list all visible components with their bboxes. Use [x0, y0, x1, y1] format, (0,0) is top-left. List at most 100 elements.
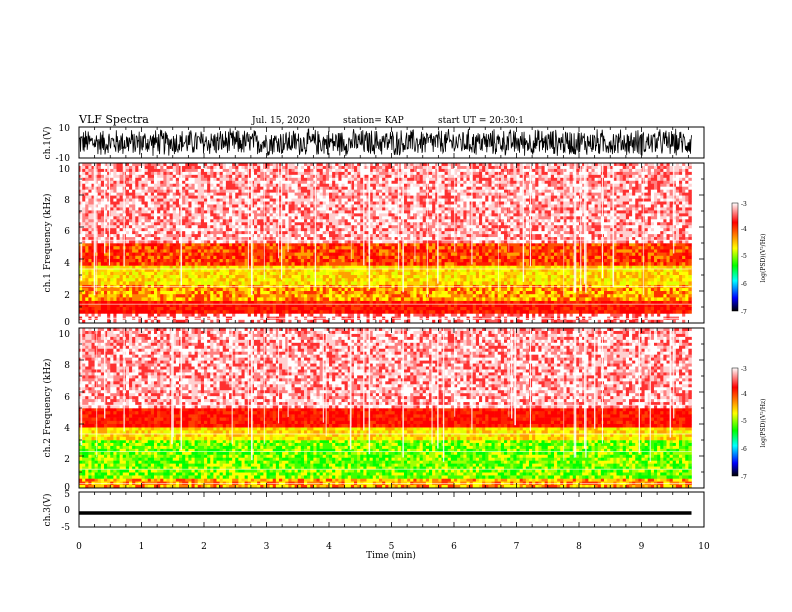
spectrogram-cell	[273, 281, 276, 285]
spectrogram-cell	[579, 301, 582, 305]
spectrogram-cell	[482, 259, 485, 263]
spectrogram-cell	[376, 281, 379, 285]
spectrogram-cell	[626, 291, 629, 295]
spectrogram-cell	[442, 272, 445, 276]
spectrogram-cell	[470, 291, 473, 295]
spectrogram-cell	[188, 313, 191, 317]
spectrogram-cell	[417, 307, 420, 311]
spectrogram-cell	[448, 288, 451, 292]
spectrogram-cell	[132, 262, 135, 266]
spectrogram-cell	[445, 288, 448, 292]
spectrogram-cell	[292, 288, 295, 292]
spectrogram-cell	[223, 272, 226, 276]
spectrogram-cell	[213, 297, 216, 301]
spectrogram-cell	[82, 187, 85, 190]
spectrogram-cell	[148, 256, 151, 259]
spectrogram-cell	[282, 246, 285, 250]
spectrogram-cell	[470, 307, 473, 311]
spectrogram-cell	[592, 262, 595, 266]
spectrogram-cell	[454, 272, 457, 276]
spectrogram-cell	[629, 278, 632, 282]
spectrogram-cell	[435, 307, 438, 311]
spectrogram-cell	[395, 310, 398, 314]
spectrogram-cell	[392, 288, 395, 292]
spectrogram-cell	[476, 249, 479, 253]
spectrogram-cell	[185, 310, 188, 314]
spectrogram-cell	[148, 294, 151, 298]
spectrogram-cell	[229, 307, 232, 311]
spectrogram-cell	[685, 301, 688, 305]
spectrogram-cell	[626, 259, 629, 263]
spectrogram-cell	[357, 262, 360, 266]
spectrogram-cell	[138, 253, 141, 257]
spectrogram-cell	[542, 278, 545, 282]
spectrogram-cell	[407, 275, 410, 279]
spectrogram-cell	[532, 294, 535, 298]
spectrogram-cell	[301, 253, 304, 257]
spectrogram-cell	[429, 291, 432, 295]
spectrogram-cell	[463, 278, 466, 282]
spectrogram-cell	[148, 259, 151, 263]
spectrogram-cell	[635, 301, 638, 305]
spectrogram-cell	[201, 307, 204, 311]
spectrogram-cell	[442, 288, 445, 292]
spectrogram-cell	[570, 275, 573, 279]
spectrogram-cell	[185, 288, 188, 292]
spectrogram-cell	[560, 281, 563, 285]
spectrogram-cell	[235, 294, 238, 298]
spectrogram-cell	[688, 301, 691, 305]
spectrogram-cell	[548, 265, 551, 269]
spectrogram-cell	[292, 291, 295, 295]
figure-title: VLF Spectra	[78, 113, 149, 126]
spectrogram-cell	[442, 281, 445, 285]
spectrogram-cell	[648, 249, 651, 253]
spectrogram-cell	[276, 301, 279, 305]
spectrogram-cell	[170, 297, 173, 301]
spectrogram-cell	[404, 275, 407, 279]
spectrogram-cell	[326, 291, 329, 295]
spectrogram-cell	[648, 243, 651, 247]
spectrogram-cell	[432, 262, 435, 266]
spectrogram-cell	[654, 294, 657, 298]
spectrogram-cell	[245, 281, 248, 285]
spectrogram-cell	[317, 246, 320, 250]
spectrogram-cell	[398, 281, 401, 285]
spectrogram-cell	[651, 301, 654, 305]
spectrogram-cell	[529, 272, 532, 276]
spectrogram-cell	[82, 193, 85, 196]
spectrogram-cell	[676, 259, 679, 263]
spectrogram-cell	[79, 297, 82, 301]
spectrogram-cell	[557, 307, 560, 311]
spectrogram-cell	[595, 310, 598, 314]
spectrogram-cell	[498, 310, 501, 314]
spectrogram-cell	[388, 272, 391, 276]
spectrogram-cell	[598, 265, 601, 269]
spectrogram-cell	[601, 288, 604, 292]
spectrogram-cell	[638, 297, 641, 301]
spectrogram-cell	[648, 256, 651, 259]
spectrogram-cell	[592, 272, 595, 276]
spectrogram-cell	[295, 249, 298, 253]
spectrogram-cell	[554, 301, 557, 305]
spectrogram-cell	[373, 259, 376, 263]
spectrogram-cell	[79, 310, 82, 314]
spectrogram-cell	[445, 307, 448, 311]
spectrogram-cell	[632, 310, 635, 314]
spectrogram-cell	[632, 249, 635, 253]
spectrogram-cell	[98, 291, 101, 295]
spectrogram-cell	[126, 281, 129, 285]
spectrogram-cell	[82, 184, 85, 187]
spectrogram-cell	[513, 310, 516, 314]
spectrogram-cell	[145, 294, 148, 298]
spectrogram-cell	[560, 256, 563, 259]
spectrogram-cell	[232, 294, 235, 298]
spectrogram-cell	[226, 243, 229, 247]
spectrogram-cell	[592, 259, 595, 263]
spectrogram-cell	[688, 275, 691, 279]
spectrogram-cell	[398, 313, 401, 317]
spectrogram-cell	[163, 313, 166, 317]
spectrogram-cell	[145, 297, 148, 301]
spectrogram-cell	[673, 288, 676, 292]
spectrogram-cell	[163, 275, 166, 279]
spectrogram-cell	[635, 297, 638, 301]
